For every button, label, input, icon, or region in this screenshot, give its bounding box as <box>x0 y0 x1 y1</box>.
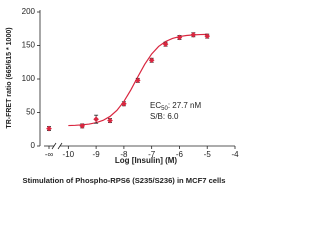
data-point <box>79 123 86 129</box>
x-tick-label: -6 <box>176 150 184 159</box>
data-point <box>134 77 141 84</box>
page: TR-FRET ratio (665/615 * 1000) Log [Insu… <box>5 7 240 185</box>
data-point <box>93 116 99 122</box>
data-point <box>107 117 113 124</box>
axis-break <box>57 142 63 150</box>
data-point <box>176 34 183 41</box>
ec50-prefix: EC <box>150 101 161 110</box>
axis-break <box>51 142 57 150</box>
y-tick-label: 50 <box>26 108 35 117</box>
x-tick-label: -7 <box>148 150 156 159</box>
x-tick-label: -∞ <box>45 150 54 159</box>
ec50-annotation: EC50: 27.7 nM <box>150 101 202 111</box>
data-point <box>204 33 211 39</box>
ec50-subscript: 50 <box>161 106 168 112</box>
data-point <box>46 125 52 132</box>
caption: Stimulation of Phospho-RPS6 (S235/S236) … <box>23 176 226 185</box>
chart: TR-FRET ratio (665/615 * 1000) Log [Insu… <box>6 7 239 185</box>
sb-annotation: S/B: 6.0 <box>150 112 179 121</box>
ec50-value: : 27.7 nM <box>168 101 202 110</box>
y-tick-label: 150 <box>22 41 36 50</box>
x-tick-label: -4 <box>231 150 239 159</box>
y-tick-label: 0 <box>31 141 36 150</box>
x-tick-label: -8 <box>120 150 128 159</box>
fit-curve <box>68 33 208 127</box>
y-tick-label: 100 <box>22 74 36 83</box>
x-tick-label: -5 <box>204 150 212 159</box>
data-point <box>162 41 169 47</box>
x-tick-label: -9 <box>93 150 101 159</box>
x-tick-label: -10 <box>63 150 75 159</box>
x-axis-label: Log [Insulin] (M) <box>115 156 178 165</box>
y-axis-label: TR-FRET ratio (665/615 * 1000) <box>6 27 13 128</box>
y-tick-label: 200 <box>22 7 36 16</box>
data-point <box>121 100 127 107</box>
data-point <box>190 31 197 38</box>
data-point <box>148 57 155 64</box>
